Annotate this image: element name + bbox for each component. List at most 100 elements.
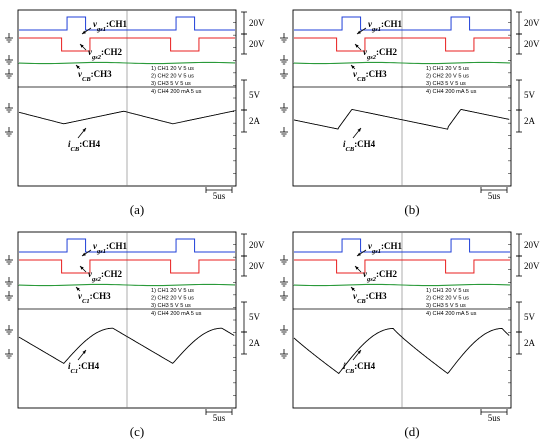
settings-line: 1) CH1 20 V 5 us xyxy=(151,288,194,294)
scale-ch4: 2A xyxy=(516,331,536,355)
settings-line: 3) CH3 5 V 5 us xyxy=(426,303,466,309)
ch3-label-text: vCB:CH3 xyxy=(353,291,387,305)
ground-icon xyxy=(5,349,13,359)
ch3-label-text: vCB:CH3 xyxy=(353,69,387,83)
ch3-label: vCB:CH3 xyxy=(75,64,112,83)
ground-icon xyxy=(280,349,288,359)
time-scale: 5us xyxy=(480,187,508,201)
arrowhead-icon xyxy=(357,252,361,256)
ground-icon xyxy=(5,255,13,265)
ground-icon xyxy=(5,69,13,79)
arrowhead-icon xyxy=(351,65,355,69)
panel-caption: (d) xyxy=(404,424,419,439)
ground-icon xyxy=(5,277,13,287)
arrowhead-icon xyxy=(357,30,361,34)
ch3-trace xyxy=(293,61,511,65)
time-scale-text: 5us xyxy=(213,413,226,423)
ch3-label: vCB:CH3 xyxy=(350,286,387,305)
ch4-trace xyxy=(18,327,235,364)
ch4-label: iCB:CH4 xyxy=(343,127,376,153)
arrowhead-icon xyxy=(357,128,361,132)
ch1-trace xyxy=(19,238,235,253)
ch4-label-text: iC1:CH4 xyxy=(68,361,100,375)
settings-line: 1) CH1 20 V 5 us xyxy=(151,66,194,72)
scale-ch4: 2A xyxy=(241,331,261,355)
arrowhead-icon xyxy=(357,350,361,354)
ch4-label-text: iCB:CH4 xyxy=(343,139,376,153)
ch2-label-text: vgs2:CH2 xyxy=(88,47,123,61)
scale-ch2: 20V xyxy=(516,255,540,277)
ground-icon xyxy=(5,55,13,65)
scale-ch4-text: 2A xyxy=(249,116,261,126)
ch1-trace xyxy=(19,16,235,31)
ch2-label-text: vgs2:CH2 xyxy=(88,269,123,283)
ch3-label-text: vCB:CH3 xyxy=(78,69,112,83)
scale-ch3-text: 5V xyxy=(524,312,536,322)
scale-ch4: 2A xyxy=(516,109,536,133)
ch1-label: vgs1:CH1 xyxy=(356,241,403,257)
arrowhead-icon xyxy=(82,128,86,132)
scale-ch4-text: 2A xyxy=(249,338,261,348)
ground-icon xyxy=(280,33,288,43)
time-scale-text: 5us xyxy=(488,191,501,201)
time-scale-text: 5us xyxy=(488,413,501,423)
scale-ch3: 5V xyxy=(516,301,536,333)
settings-line: 2) CH2 20 V 5 us xyxy=(426,74,469,80)
settings-line: 2) CH2 20 V 5 us xyxy=(151,296,194,302)
ch3-label-text: vC1:CH3 xyxy=(78,291,111,305)
panel-caption: (b) xyxy=(404,202,419,217)
ch3-label: vC1:CH3 xyxy=(75,286,111,305)
settings-line: 1) CH1 20 V 5 us xyxy=(426,66,469,72)
scale-ch1: 20V xyxy=(516,11,540,35)
arrowhead-icon xyxy=(82,30,86,34)
ch4-trace xyxy=(18,110,235,125)
arrowhead-icon xyxy=(80,44,84,48)
scope-panel-a: vgs1:CH1 vgs2:CH2 vCB:CH3 iCB:CH4 1) CH1 20 … xyxy=(5,9,265,217)
scale-ch2: 20V xyxy=(241,33,265,55)
ch3-trace xyxy=(18,283,236,287)
scale-ch2-text: 20V xyxy=(249,261,265,271)
ch2-trace xyxy=(294,259,510,274)
scale-ch1-text: 20V xyxy=(524,240,540,250)
ground-icon xyxy=(5,291,13,301)
scale-ch4-text: 2A xyxy=(524,338,536,348)
settings-line: 4) CH4 200 mA 5 us xyxy=(426,89,477,95)
ground-icon xyxy=(280,277,288,287)
panel-caption: (c) xyxy=(130,424,144,439)
ground-icon xyxy=(280,103,288,113)
scale-ch1: 20V xyxy=(516,233,540,257)
ch2-label: vgs2:CH2 xyxy=(354,265,398,283)
ground-icon xyxy=(280,55,288,65)
arrowhead-icon xyxy=(76,287,80,291)
settings-line: 4) CH4 200 mA 5 us xyxy=(151,89,202,95)
ground-icon xyxy=(280,291,288,301)
settings-line: 3) CH3 5 V 5 us xyxy=(426,81,466,87)
scale-ch1: 20V xyxy=(241,11,265,35)
ch1-label-text: vgs1:CH1 xyxy=(368,241,403,255)
settings-line: 2) CH2 20 V 5 us xyxy=(426,296,469,302)
ch1-label: vgs1:CH1 xyxy=(81,19,128,35)
ch4-trace xyxy=(293,328,510,375)
scope-panel-b: vgs1:CH1 vgs2:CH2 vCB:CH3 iCB:CH4 1) CH1 20 … xyxy=(280,9,540,217)
settings-line: 1) CH1 20 V 5 us xyxy=(426,288,469,294)
scale-ch2: 20V xyxy=(516,33,540,55)
settings-line: 4) CH4 200 mA 5 us xyxy=(151,311,202,317)
ch3-trace xyxy=(18,61,236,65)
ground-icon xyxy=(5,103,13,113)
scope-panel-d: vgs1:CH1 vgs2:CH2 vCB:CH3 iCB:CH4 1) CH1 20 … xyxy=(280,231,540,439)
ground-icon xyxy=(5,33,13,43)
ch4-trace xyxy=(293,109,510,130)
ch2-label-text: vgs2:CH2 xyxy=(363,269,398,283)
settings-line: 3) CH3 5 V 5 us xyxy=(151,81,191,87)
ch2-label: vgs2:CH2 xyxy=(354,43,398,61)
ch3-trace xyxy=(293,283,511,287)
ground-icon xyxy=(5,127,13,137)
ground-icon xyxy=(5,325,13,335)
scale-ch3-text: 5V xyxy=(249,312,261,322)
ground-icon xyxy=(280,255,288,265)
ch4-label-text: iCB:CH4 xyxy=(68,139,101,153)
ground-icon xyxy=(280,127,288,137)
scale-ch3-text: 5V xyxy=(524,90,536,100)
ch1-label: vgs1:CH1 xyxy=(356,19,403,35)
